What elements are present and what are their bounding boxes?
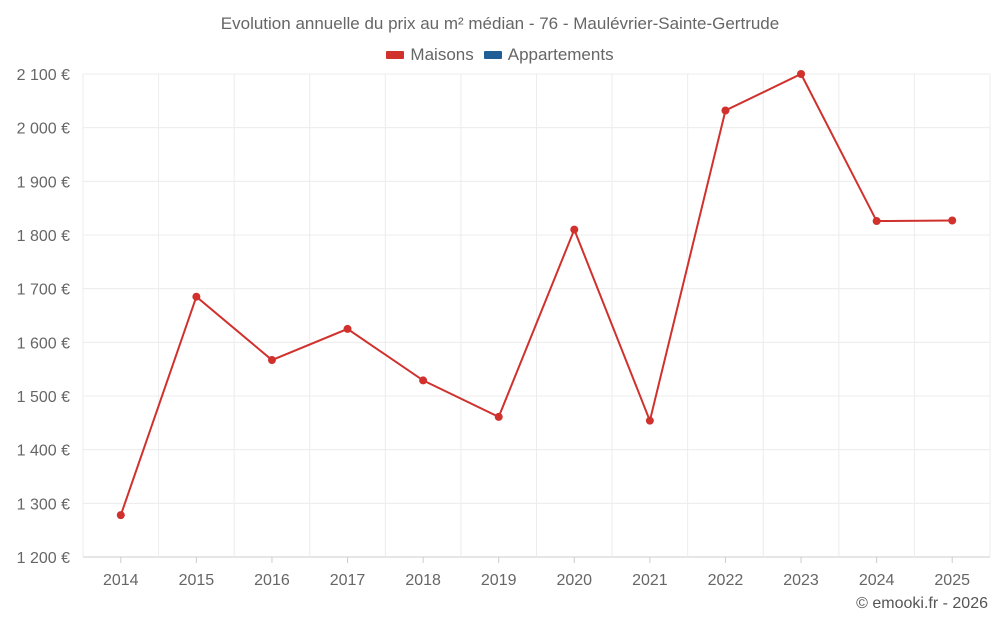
y-tick-label: 1 400 € xyxy=(17,443,70,460)
y-tick-label: 1 200 € xyxy=(17,550,70,567)
chart-title: Evolution annuelle du prix au m² médian … xyxy=(220,14,780,33)
legend-swatch-appartements xyxy=(483,51,502,59)
legend-swatch-maisons xyxy=(386,51,405,59)
data-point xyxy=(192,292,201,301)
data-point xyxy=(343,324,352,333)
series-line-maisons xyxy=(119,72,953,516)
data-point xyxy=(494,412,503,421)
x-tick-label: 2025 xyxy=(934,572,970,589)
data-point xyxy=(570,225,579,234)
legend: Maisons Appartements xyxy=(0,45,1000,65)
x-tick-label: 2023 xyxy=(783,572,819,589)
x-tick-label: 2022 xyxy=(708,572,744,589)
data-point xyxy=(948,216,957,225)
legend-label-appartements: Appartements xyxy=(507,45,614,64)
data-point xyxy=(721,106,730,115)
x-tick-label: 2016 xyxy=(254,572,290,589)
x-tick-label: 2015 xyxy=(179,572,215,589)
credit-text: © emooki.fr - 2026 xyxy=(856,595,988,612)
y-tick-label: 1 600 € xyxy=(17,335,70,352)
x-tick-label: 2019 xyxy=(481,572,517,589)
legend-label-maisons: Maisons xyxy=(410,45,474,64)
x-tick-label: 2018 xyxy=(405,572,441,589)
y-tick-label: 1 500 € xyxy=(17,389,70,406)
y-tick-label: 2 100 € xyxy=(17,67,70,84)
data-point xyxy=(797,70,806,78)
data-point xyxy=(267,356,276,365)
y-tick-label: 1 300 € xyxy=(17,496,70,513)
legend-item-appartements[interactable]: Appartements xyxy=(483,45,614,65)
legend-item-maisons[interactable]: Maisons xyxy=(386,45,474,65)
data-point xyxy=(645,416,654,425)
data-point xyxy=(872,217,881,226)
x-tick-label: 2024 xyxy=(859,572,895,589)
data-point xyxy=(419,376,428,385)
x-tick-label: 2021 xyxy=(632,572,668,589)
y-tick-label: 1 700 € xyxy=(17,282,70,299)
data-point xyxy=(116,511,125,520)
x-tick-label: 2014 xyxy=(103,572,139,589)
y-tick-label: 1 800 € xyxy=(17,228,70,245)
y-tick-label: 2 000 € xyxy=(17,121,70,138)
y-tick-label: 1 900 € xyxy=(17,174,70,191)
x-tick-label: 2020 xyxy=(556,572,592,589)
x-tick-label: 2017 xyxy=(330,572,366,589)
